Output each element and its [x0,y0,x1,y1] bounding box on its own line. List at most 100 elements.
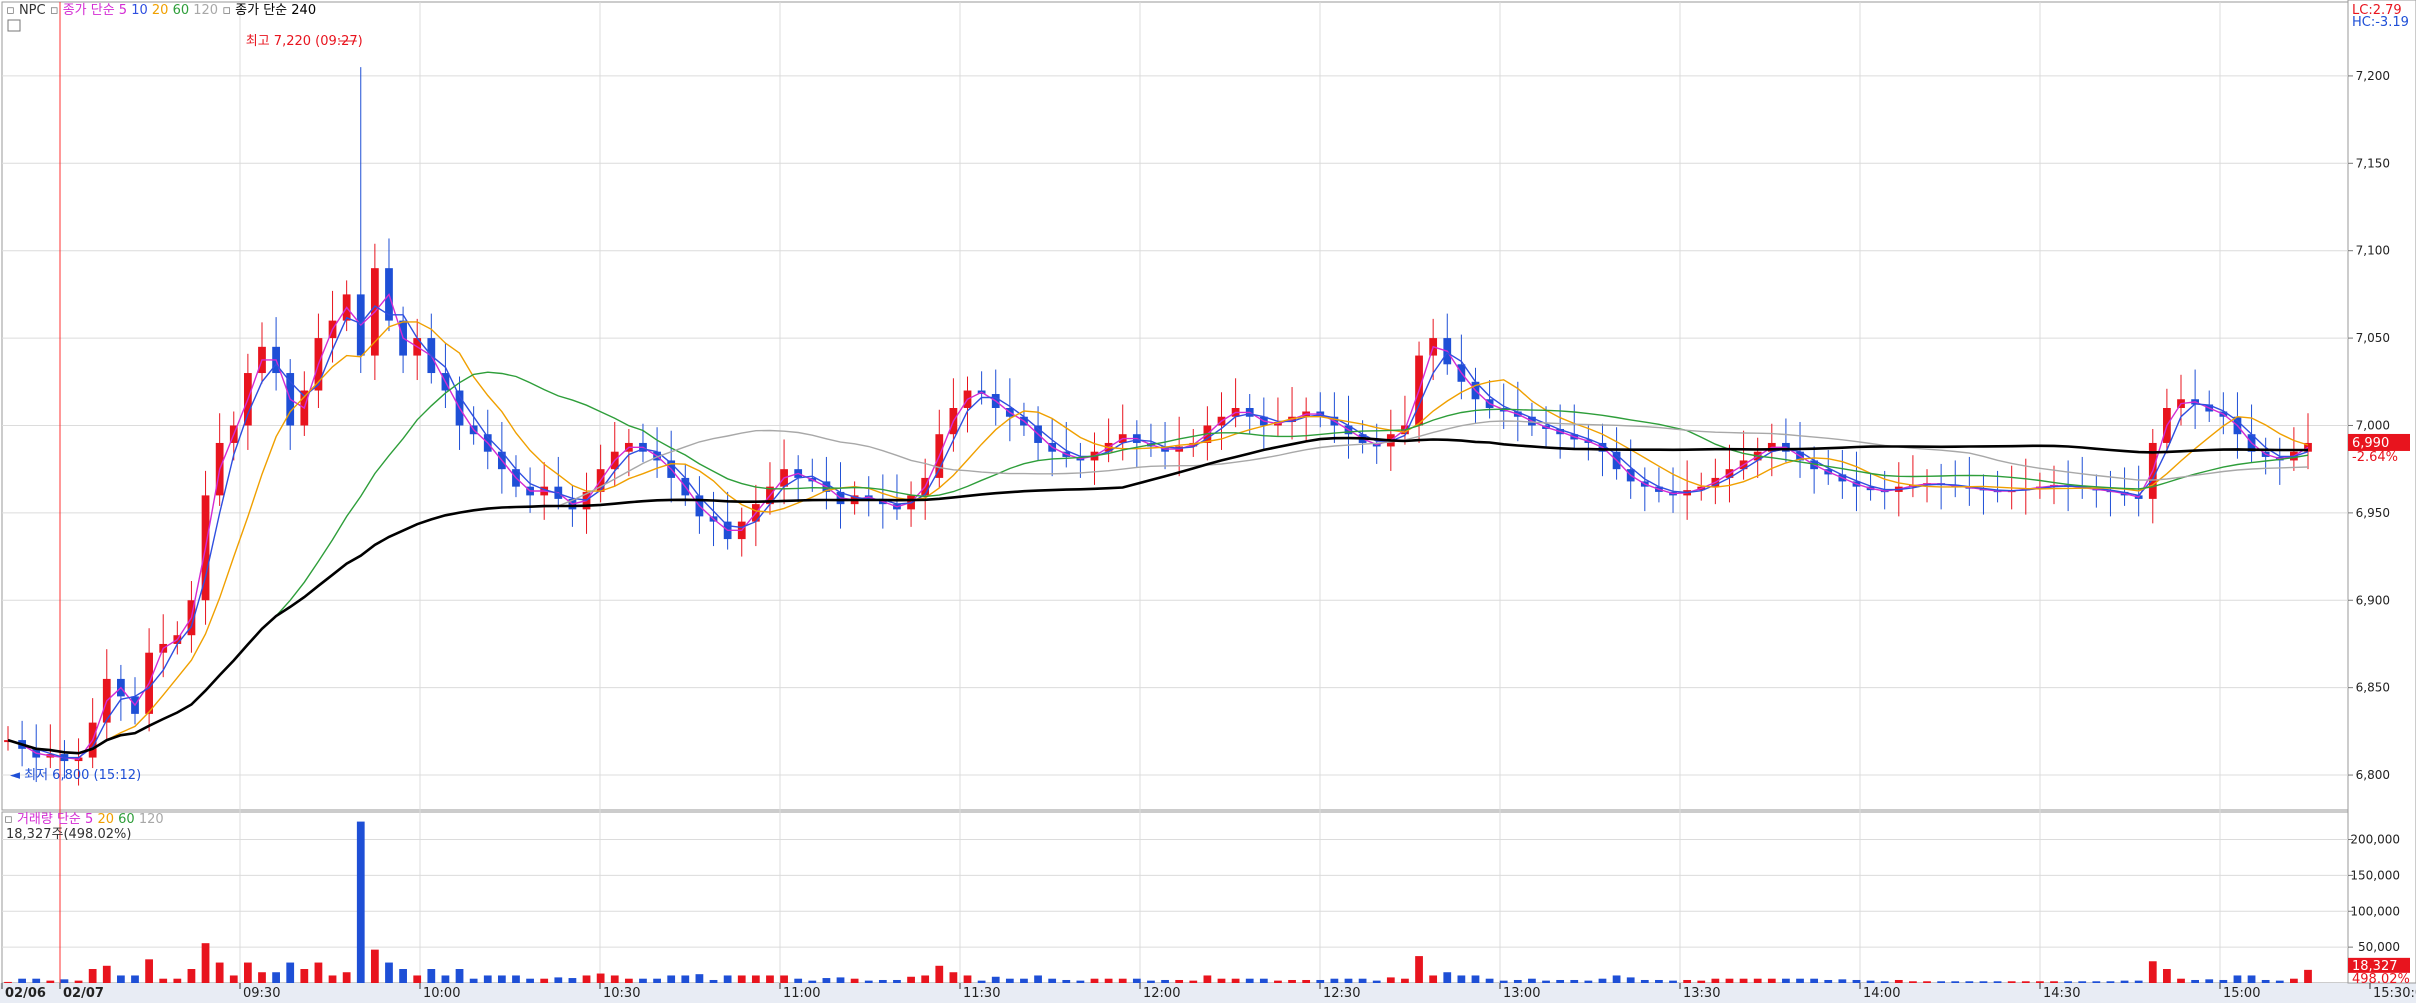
volume-bar[interactable] [1429,975,1438,983]
volume-bar[interactable] [808,980,817,983]
volume-bar[interactable] [32,978,41,983]
volume-bar[interactable] [131,975,139,983]
volume-bar[interactable] [1542,980,1550,983]
volume-bar[interactable] [243,962,252,983]
volume-bar[interactable] [1203,975,1212,983]
volume-bar[interactable] [1175,979,1184,983]
volume-bar[interactable] [413,975,422,983]
volume-bar[interactable] [540,978,549,983]
volume-bar[interactable] [935,965,944,983]
volume-bar[interactable] [610,975,619,983]
volume-bar[interactable] [1937,981,1946,983]
volume-bar[interactable] [1782,978,1790,983]
volume-bar[interactable] [1048,978,1057,983]
volume-bar[interactable] [822,978,831,983]
volume-bar[interactable] [469,978,478,983]
volume-bar[interactable] [695,974,704,983]
volume-bar[interactable] [455,969,464,983]
volume-bar[interactable] [1739,978,1748,983]
volume-bar[interactable] [1231,978,1240,983]
volume-bar[interactable] [1076,980,1085,983]
volume-bar[interactable] [483,975,492,983]
volume-bar[interactable] [1753,978,1762,983]
volume-bar[interactable] [1415,956,1423,983]
volume-bar[interactable] [1147,980,1155,983]
volume-bar[interactable] [187,969,196,983]
volume-bar[interactable] [2120,980,2129,983]
volume-bar[interactable] [497,975,506,983]
volume-bar[interactable] [258,972,266,983]
volume-bar[interactable] [441,975,450,983]
volume-bar[interactable] [878,979,887,983]
volume-bar[interactable] [1626,977,1635,983]
volume-bar[interactable] [1993,981,2002,983]
volume-bar[interactable] [356,821,365,983]
volume-bar[interactable] [794,978,803,983]
volume-bar[interactable] [667,975,676,983]
volume-bar[interactable] [1570,979,1579,983]
volume-bar[interactable] [1161,979,1169,983]
volume-bar[interactable] [74,980,83,983]
volume-bar[interactable] [1894,979,1903,983]
volume-bar[interactable] [512,975,520,983]
volume-bar[interactable] [1443,972,1452,983]
volume-bar[interactable] [300,969,309,983]
volume-bar[interactable] [639,978,647,983]
volume-bar[interactable] [370,949,379,983]
volume-bar[interactable] [723,975,732,983]
volume-bar[interactable] [624,978,633,983]
volume-bar[interactable] [2219,979,2228,983]
volume-bar[interactable] [1090,978,1099,983]
volume-bar[interactable] [893,979,901,983]
volume-bar[interactable] [1951,981,1960,983]
volume-bar[interactable] [963,975,972,983]
volume-bar[interactable] [737,975,746,983]
volume-bar[interactable] [328,975,337,983]
volume-bar[interactable] [1838,979,1847,983]
volume-bar[interactable] [1513,979,1522,983]
volume-bar[interactable] [1796,978,1804,983]
volume-bar[interactable] [1824,979,1833,983]
volume-bar[interactable] [342,972,351,983]
volume-bar[interactable] [1034,975,1042,983]
volume-bar[interactable] [427,969,436,983]
volume-bar[interactable] [1358,978,1367,983]
volume-bar[interactable] [88,969,97,983]
volume-bar[interactable] [1386,977,1395,983]
volume-bar[interactable] [2247,975,2256,983]
volume-bar[interactable] [2233,975,2242,983]
volume-bar[interactable] [2064,981,2073,983]
volume-bar[interactable] [1640,979,1649,983]
volume-bar[interactable] [1401,978,1409,983]
volume-bar[interactable] [1104,978,1113,983]
volume-bar[interactable] [681,975,690,983]
volume-bar[interactable] [1274,980,1282,983]
volume-bar[interactable] [1020,978,1028,983]
volume-bar[interactable] [1118,978,1127,983]
volume-bar[interactable] [2050,981,2058,983]
volume-bar[interactable] [2106,981,2115,983]
volume-bar[interactable] [1810,978,1819,983]
volume-bar[interactable] [1499,980,1508,983]
volume-bar[interactable] [1288,979,1296,983]
volume-bar[interactable] [1245,978,1254,983]
volume-bar[interactable] [2304,969,2312,983]
volume-bar[interactable] [596,973,605,983]
volume-bar[interactable] [1979,981,1988,983]
volume-bar[interactable] [2007,981,2016,983]
volume-bar[interactable] [850,978,859,983]
volume-bar[interactable] [2290,978,2298,983]
volume-bar[interactable] [949,972,958,983]
volume-bar[interactable] [1697,980,1706,983]
volume-bar[interactable] [46,980,55,983]
volume-bar[interactable] [385,962,393,983]
volume-bar[interactable] [1852,979,1861,983]
volume-bar[interactable] [751,975,760,983]
volume-bar[interactable] [864,980,873,983]
volume-bar[interactable] [1062,979,1071,983]
volume-bar[interactable] [991,976,1000,983]
volume-bar[interactable] [1612,975,1621,983]
volume-bar[interactable] [2163,969,2171,983]
panel-menu-icon[interactable] [7,19,21,32]
volume-bar[interactable] [1005,978,1014,983]
